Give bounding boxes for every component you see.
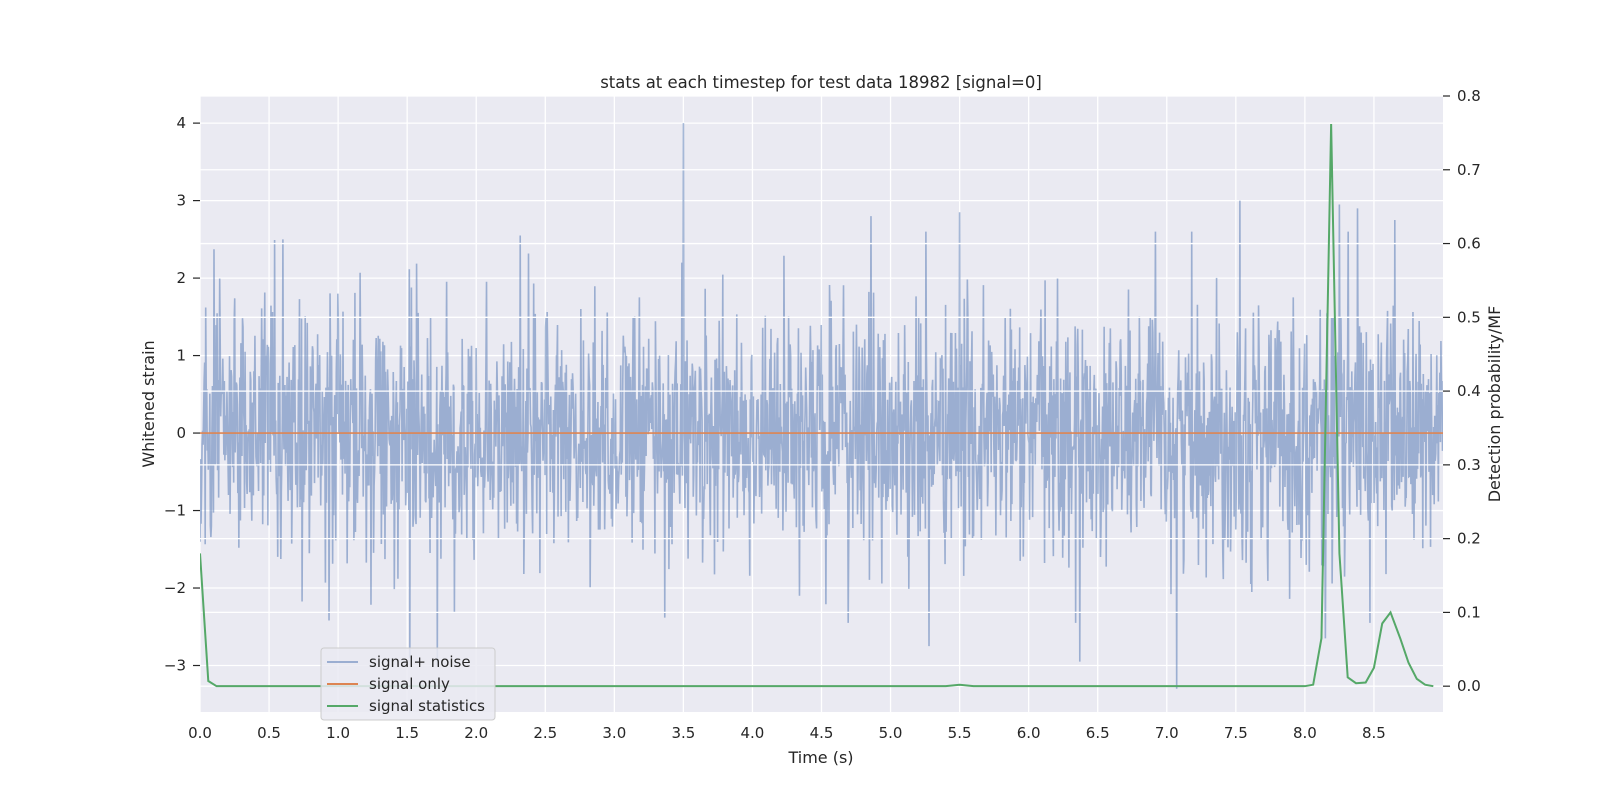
y-right-axis-title: Detection probability/MF (1485, 306, 1504, 503)
y-right-tick-label: 0.4 (1457, 382, 1481, 400)
y-right-tick-label: 0.2 (1457, 530, 1481, 548)
legend-label-signal-statistics: signal statistics (369, 697, 485, 715)
y-left-axis-ticks: −3 −2 −1 0 1 2 3 4 (164, 114, 200, 675)
x-tick-label: 5.0 (879, 724, 903, 742)
y-right-tick-label: 0.3 (1457, 456, 1481, 474)
y-left-tick-label: −3 (164, 657, 186, 675)
series-layer (200, 123, 1443, 689)
x-tick-label: 6.0 (1017, 724, 1041, 742)
x-axis-ticks: 0.0 0.5 1.0 1.5 2.0 2.5 3.0 3.5 4.0 4.5 5.0 5.5 6.0 6… (188, 724, 1386, 742)
y-right-tick-label: 0.1 (1457, 603, 1481, 621)
legend-label-signal-only: signal only (369, 675, 450, 693)
x-tick-label: 0.5 (257, 724, 281, 742)
x-tick-label: 4.5 (810, 724, 834, 742)
legend-box (320, 647, 496, 721)
legend: signal+ noise signal only signal statist… (320, 647, 496, 721)
legend-label-signal-noise: signal+ noise (369, 653, 471, 671)
x-tick-label: 7.5 (1224, 724, 1248, 742)
series-signal-noise (200, 123, 1443, 689)
y-left-axis-title: Whitened strain (139, 340, 158, 467)
chart-title: stats at each timestep for test data 189… (600, 73, 1042, 92)
y-left-tick-label: 2 (176, 269, 186, 287)
x-tick-label: 4.0 (741, 724, 765, 742)
y-right-tick-label: 0.5 (1457, 308, 1481, 326)
x-tick-label: 7.0 (1155, 724, 1179, 742)
x-tick-label: 6.5 (1086, 724, 1110, 742)
x-axis-title: Time (s) (787, 748, 853, 767)
y-left-tick-label: −2 (164, 579, 186, 597)
x-tick-label: 2.5 (533, 724, 557, 742)
y-left-tick-label: 3 (176, 192, 186, 210)
y-right-tick-label: 0.0 (1457, 677, 1481, 695)
x-tick-label: 0.0 (188, 724, 212, 742)
x-tick-label: 8.5 (1362, 724, 1386, 742)
y-right-axis-ticks: 0.0 0.1 0.2 0.3 0.4 0.5 0.6 0.7 0.8 (1443, 87, 1481, 695)
x-tick-label: 8.0 (1293, 724, 1317, 742)
y-left-tick-label: 4 (176, 114, 186, 132)
x-tick-label: 1.0 (326, 724, 350, 742)
y-left-tick-label: −1 (164, 502, 186, 520)
y-right-tick-label: 0.8 (1457, 87, 1481, 105)
x-tick-label: 1.5 (395, 724, 419, 742)
y-left-tick-label: 0 (176, 424, 186, 442)
y-left-tick-label: 1 (176, 347, 186, 365)
y-right-tick-label: 0.7 (1457, 161, 1481, 179)
x-tick-label: 3.5 (671, 724, 695, 742)
x-tick-label: 5.5 (948, 724, 972, 742)
y-right-tick-label: 0.6 (1457, 235, 1481, 253)
x-tick-label: 3.0 (602, 724, 626, 742)
x-tick-label: 2.0 (464, 724, 488, 742)
